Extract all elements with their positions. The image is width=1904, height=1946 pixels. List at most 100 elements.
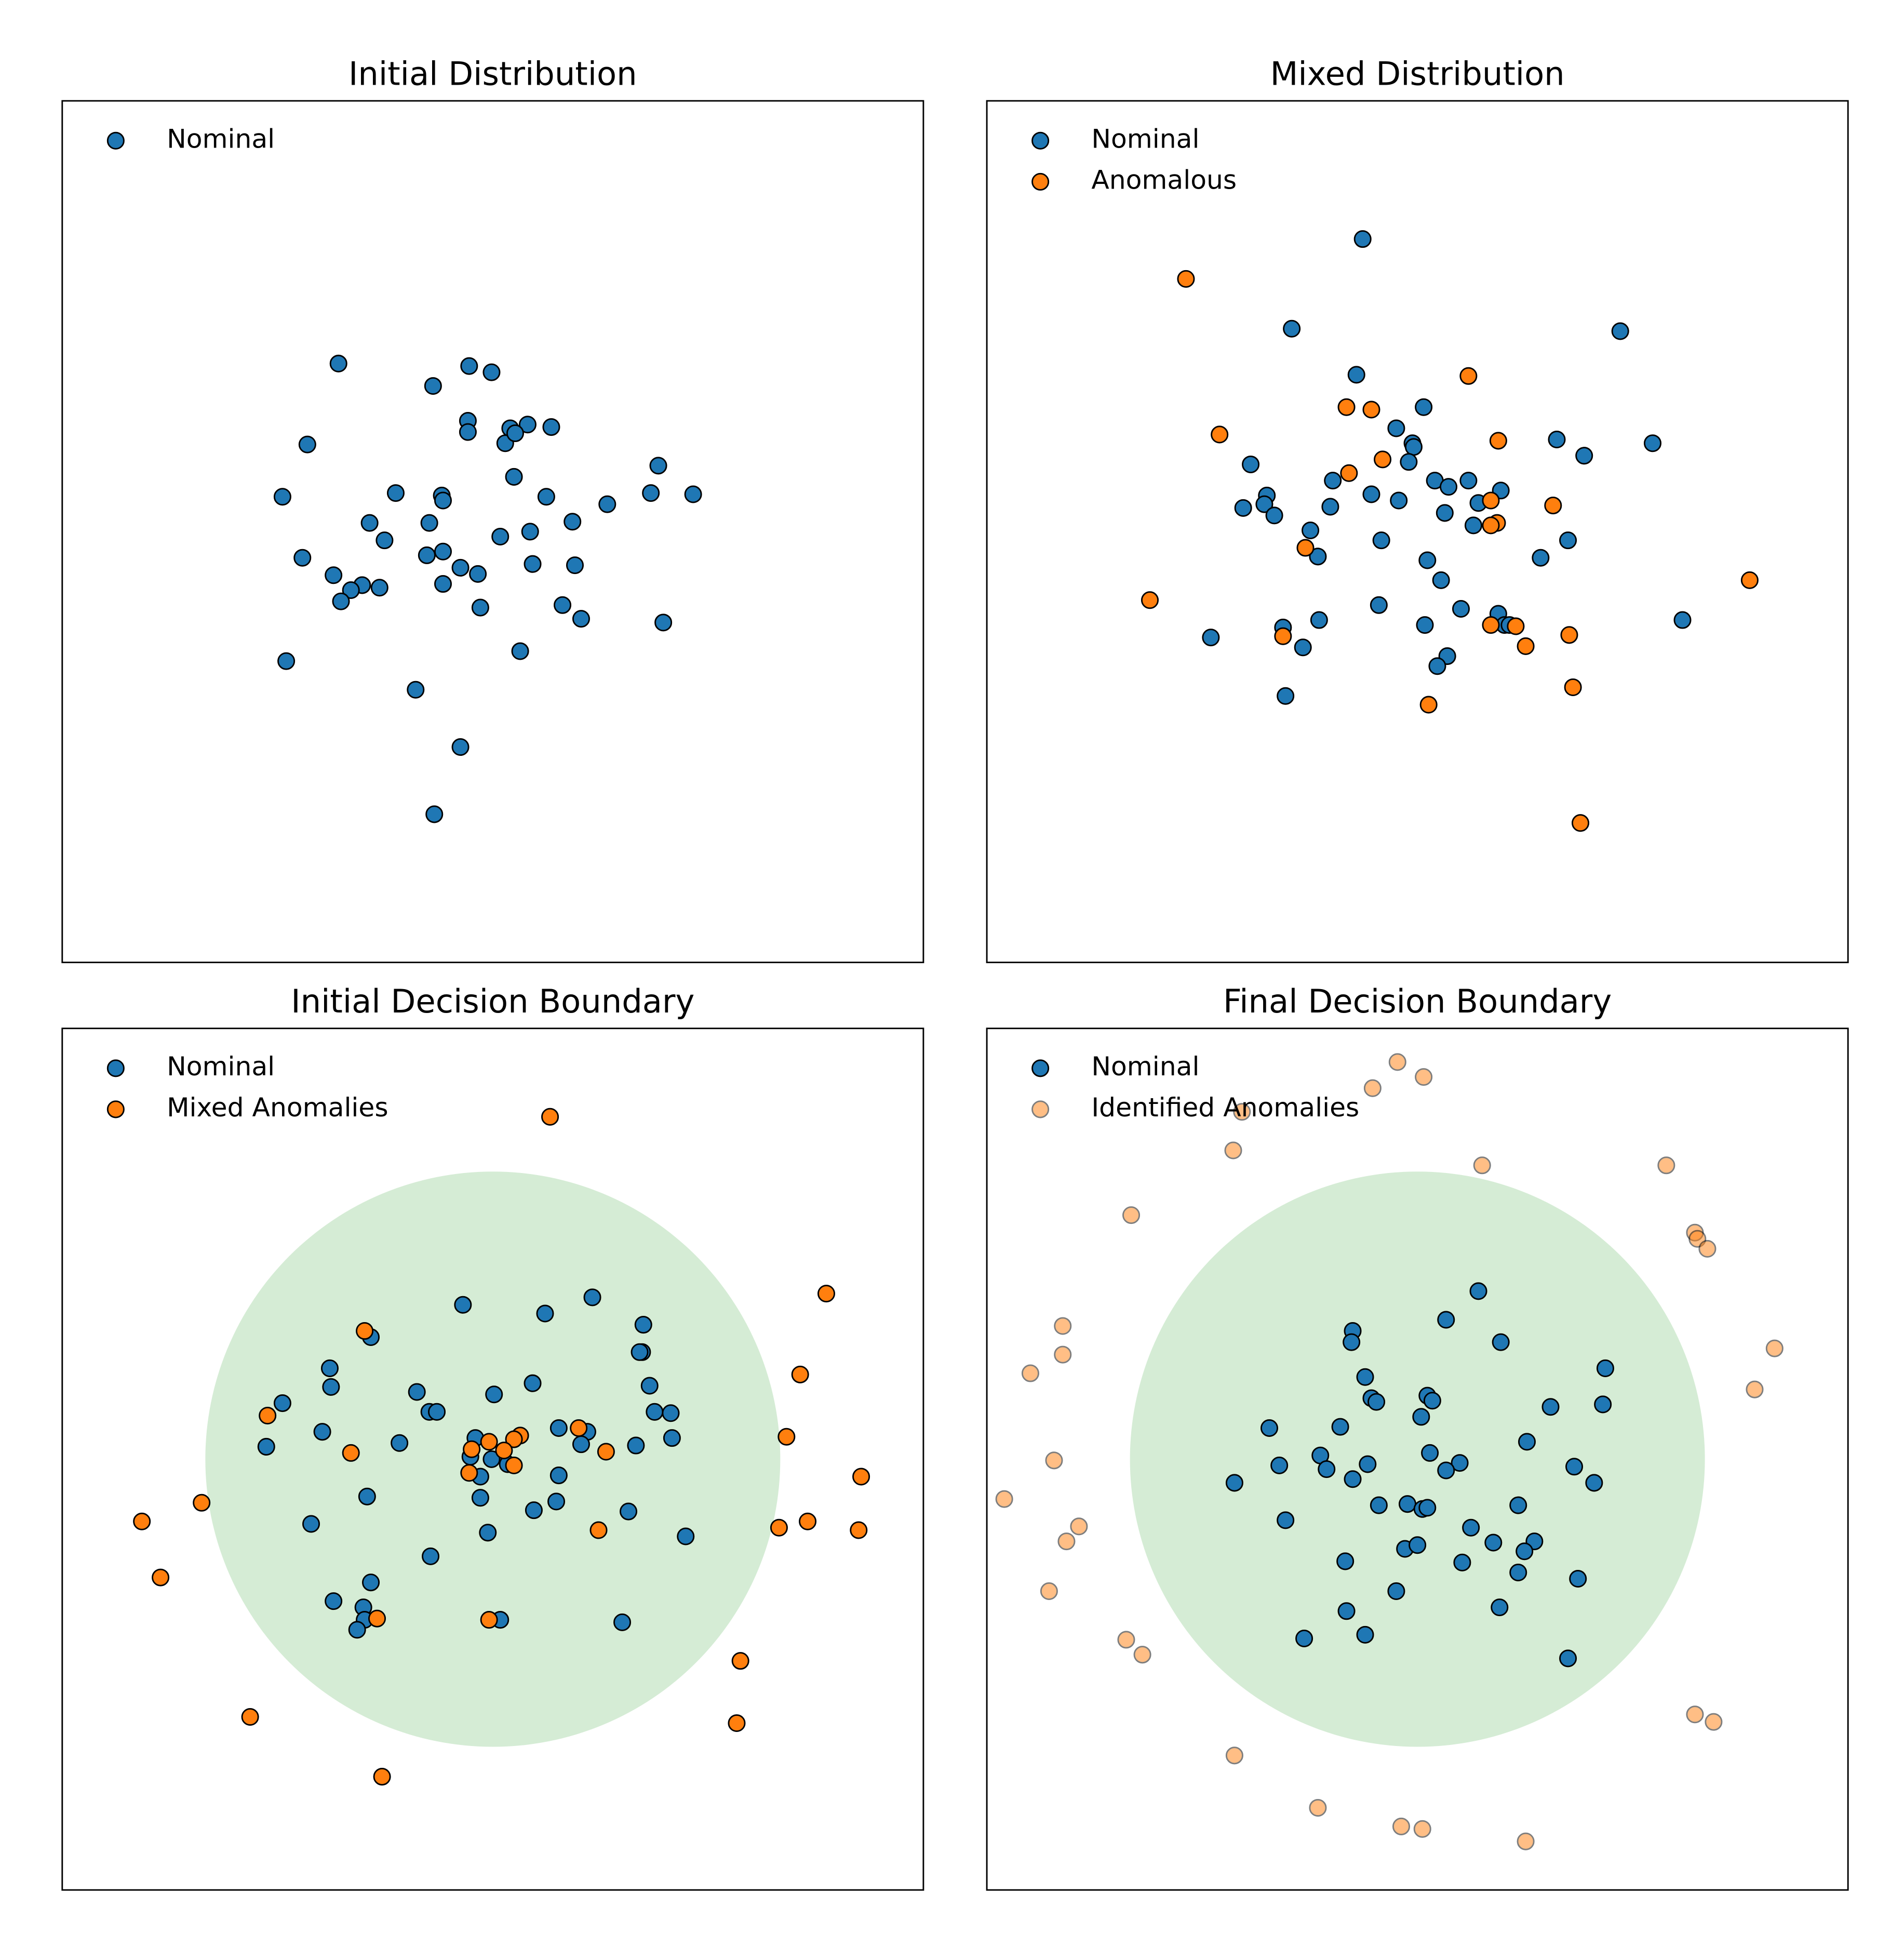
point [1400,453,1418,471]
point [770,1518,788,1537]
point [1324,472,1342,490]
point [525,1501,543,1520]
point [1418,1499,1437,1517]
legend-label: Nominal [167,123,275,154]
point [480,1433,498,1451]
point [424,377,442,395]
point [451,738,470,756]
point [598,495,616,513]
point [1559,1649,1577,1668]
subplot-title: Initial Decision Boundary [291,982,694,1020]
point [505,1456,523,1474]
point [1337,398,1356,416]
point [133,1512,151,1530]
point [1283,319,1301,338]
legend-label: Identified Anomalies [1091,1092,1359,1123]
point [257,1437,275,1456]
point [391,1434,409,1452]
point [1482,616,1500,634]
legend-label: Mixed Anomalies [167,1092,388,1123]
point [1544,497,1562,515]
point [1432,571,1450,589]
point [1437,1461,1455,1480]
subplot-title: Final Decision Boundary [1223,982,1612,1020]
point [1296,539,1315,557]
point [1491,1598,1509,1617]
point [995,1490,1013,1508]
point [564,513,582,531]
point [1516,1542,1534,1561]
point [1440,478,1458,496]
point [193,1494,211,1512]
point [1294,638,1312,657]
point [1459,367,1478,385]
point [1265,507,1283,525]
point [482,1450,501,1468]
point [1559,531,1577,550]
point [1560,626,1578,644]
point [1452,599,1470,618]
point [407,681,425,699]
point [640,1377,659,1395]
point [1054,1345,1072,1364]
point [241,1708,259,1726]
point [1482,491,1500,510]
point [1698,1239,1717,1258]
point [1344,1470,1362,1488]
point [460,1464,478,1482]
point [1321,498,1339,516]
point [1462,1518,1480,1537]
point [728,1714,746,1732]
point [1509,1563,1527,1582]
point [1388,1053,1406,1071]
point [1575,447,1593,465]
point [511,642,529,660]
point [1564,678,1582,696]
subplot-title: Mixed Distribution [1270,55,1565,92]
point [817,1285,836,1303]
point [634,1316,652,1334]
point [329,354,347,372]
point [1392,1817,1410,1835]
point [570,1419,588,1437]
point [1177,270,1195,288]
point [1489,432,1507,450]
point [1596,1359,1614,1377]
point [1242,455,1260,473]
point [418,546,436,564]
legend-marker [1031,172,1050,191]
point [348,1621,366,1639]
point [518,416,537,434]
point [524,1374,542,1392]
point [1362,401,1380,419]
point [1548,431,1566,449]
point [368,1609,386,1628]
point [506,424,524,443]
point [1418,551,1437,569]
point [1224,1141,1242,1159]
point [434,575,452,593]
point [434,491,452,510]
point [1404,438,1423,456]
point [491,527,509,545]
point [342,1444,360,1462]
point [325,1592,343,1610]
point [277,652,296,670]
point [1428,657,1446,675]
point [1643,434,1662,452]
point [536,1304,554,1323]
point [1482,516,1500,535]
point [422,1547,440,1565]
legend-label: Anomalous [1091,164,1237,195]
point [589,1521,608,1539]
point [1021,1364,1039,1382]
point [373,1768,391,1786]
point [463,1440,481,1458]
point [1437,1311,1455,1329]
point [482,363,501,381]
point [1372,531,1390,550]
point [1451,1454,1469,1472]
point [1436,504,1454,522]
point [1572,814,1590,832]
